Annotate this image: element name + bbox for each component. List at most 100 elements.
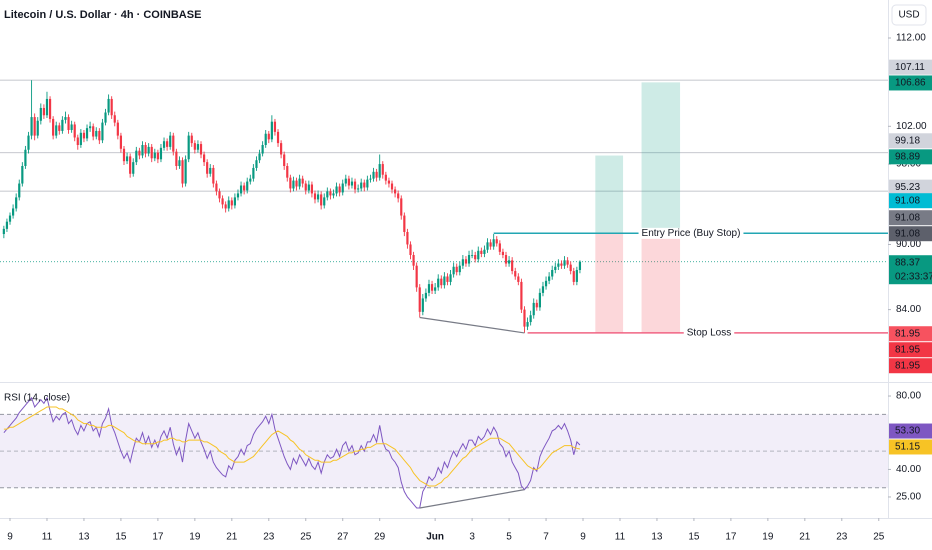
candle-body [544, 280, 548, 287]
entry-label-bg [638, 227, 744, 239]
candle-body [73, 124, 76, 138]
candle-body [347, 178, 350, 186]
y-tick-label: 40.00 [896, 464, 921, 475]
candle-body [107, 98, 110, 113]
x-tick-label: 15 [688, 532, 700, 543]
price-badge-label: 95.23 [895, 182, 920, 193]
price-badge [889, 59, 932, 75]
profit-zone [641, 82, 681, 234]
candle-body [42, 107, 45, 116]
candle-body [18, 183, 21, 198]
x-tick-label: 19 [762, 532, 774, 543]
candle-body [529, 315, 532, 323]
candle-body [30, 117, 33, 136]
x-tick-label: 5 [506, 532, 512, 543]
candle-body [471, 255, 474, 256]
candle-body [159, 147, 163, 160]
candle-body [239, 185, 243, 194]
candle-body [224, 204, 227, 209]
candle-body [363, 182, 366, 188]
last-price-label: 88.37 [895, 257, 920, 268]
candle-body [338, 186, 341, 193]
candle-body [190, 135, 193, 144]
candle-body [446, 276, 449, 282]
candle-body [310, 184, 314, 194]
candle-body [304, 183, 307, 191]
candle-body [181, 160, 184, 184]
candle-body [95, 130, 98, 137]
candle-body [344, 178, 347, 184]
candle-body [295, 180, 298, 187]
candle-body [563, 260, 566, 266]
candle-body [286, 166, 289, 178]
candle-body [430, 284, 434, 291]
price-badge [889, 326, 932, 342]
countdown-label: 02:33:37 [895, 271, 932, 282]
candle-body [316, 194, 320, 200]
candle-body [8, 215, 12, 222]
candle-body [215, 183, 218, 192]
candle-body [551, 269, 554, 277]
candle-body [514, 271, 517, 277]
candle-body [375, 171, 378, 178]
candle-body [301, 178, 304, 184]
candle-body [526, 322, 529, 327]
x-tick-label: 3 [469, 532, 475, 543]
x-tick-label: 9 [580, 532, 586, 543]
profit-zone [595, 155, 624, 234]
candle-body [141, 144, 144, 156]
price-badge [889, 75, 932, 91]
x-tick-label: 15 [115, 532, 127, 543]
candle-body [5, 221, 9, 229]
price-badge-label: 91.08 [895, 228, 920, 239]
candle-body [76, 137, 79, 145]
candle-body [320, 194, 323, 206]
currency[interactable]: USD [898, 10, 919, 21]
price-badge-label: 81.95 [895, 344, 920, 355]
candle-body [397, 193, 400, 199]
candle-body [390, 183, 394, 190]
rsi-title: RSI (14, close) [4, 393, 70, 404]
candle-body [184, 159, 187, 184]
candle-body [153, 152, 156, 159]
price-badge [889, 358, 932, 374]
candle-body [418, 287, 421, 312]
candle-body [110, 98, 113, 116]
y-tick-label: 84.00 [896, 304, 921, 315]
candle-body [92, 126, 95, 137]
candle-body [541, 286, 545, 293]
candle-body [178, 160, 181, 167]
x-tick-label: 19 [189, 532, 201, 543]
candle-body [2, 228, 5, 235]
x-tick-label: 21 [226, 532, 238, 543]
y-tick-label: 112.00 [896, 33, 926, 44]
price-badge [889, 210, 932, 226]
candle-body [412, 255, 415, 266]
candle-body [307, 184, 310, 191]
candle-body [267, 133, 270, 140]
candle-body [369, 178, 372, 180]
x-tick-label: 29 [374, 532, 386, 543]
candle-body [449, 274, 452, 282]
candle-body [443, 276, 446, 286]
x-tick-label: 13 [78, 532, 90, 543]
candle-body [498, 243, 501, 252]
candle-body [104, 112, 107, 123]
x-tick-label: 9 [7, 532, 13, 543]
candle-body [384, 174, 387, 181]
x-tick-label: 17 [725, 532, 737, 543]
candle-body [280, 143, 283, 155]
candle-body [437, 278, 440, 288]
currency-button[interactable] [891, 4, 927, 26]
candle-body [48, 98, 52, 119]
y-tick-label: 90.00 [896, 239, 921, 250]
candle-body [273, 121, 277, 132]
chart-title: Litecoin / U.S. Dollar · 4h · COINBASE [4, 9, 201, 21]
candle-body [236, 193, 240, 198]
price-badge-label: 99.18 [895, 135, 920, 146]
candle-body [199, 144, 203, 155]
x-tick-label: 17 [152, 532, 164, 543]
trendline [419, 316, 525, 334]
candle-body [227, 200, 230, 209]
candle-body [138, 150, 141, 156]
